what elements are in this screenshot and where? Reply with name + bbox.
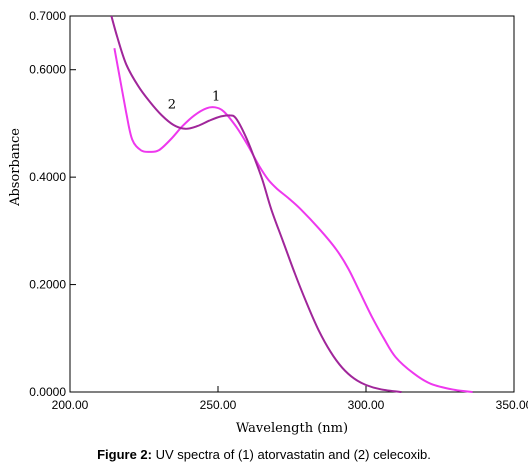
series-1-label: 1	[212, 89, 220, 104]
y-axis-label: Absorbance	[8, 128, 23, 207]
y-tick-label: 0.2000	[29, 278, 66, 292]
x-axis-label: Wavelength (nm)	[236, 421, 348, 436]
series-layer: 12	[110, 15, 473, 393]
y-tick-label: 0.6000	[29, 63, 66, 77]
series-2-label: 2	[168, 97, 176, 112]
x-tick-label: 350.00	[496, 398, 528, 412]
caption-prefix: Figure 2:	[97, 447, 152, 462]
axis-ticks: 200.00 250.00 300.00 350.00 0.0000 0.2000 0.40…	[29, 9, 528, 412]
uv-spectra-chart: 200.00 250.00 300.00 350.00 0.0000 0.2000 0.40…	[8, 9, 528, 436]
y-tick-label: 0.7000	[29, 9, 66, 23]
x-tick-label: 250.00	[200, 398, 237, 412]
caption-text: UV spectra of (1) atorvastatin and (2) c…	[152, 447, 431, 462]
series-1-line	[113, 48, 473, 393]
x-tick-label: 300.00	[348, 398, 385, 412]
series-2-line	[110, 15, 402, 393]
x-tick-label: 200.00	[52, 398, 89, 412]
y-tick-label: 0.4000	[29, 170, 66, 184]
y-tick-label: 0.0000	[29, 385, 66, 399]
figure-caption: Figure 2: UV spectra of (1) atorvastatin…	[0, 447, 528, 462]
plot-frame	[69, 15, 515, 393]
